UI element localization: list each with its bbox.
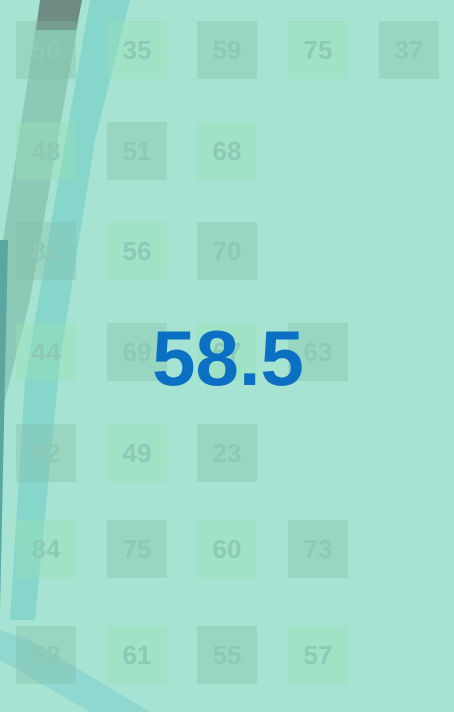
tile-number: 57	[304, 640, 333, 670]
result-value: 58.5	[152, 314, 304, 402]
tile-number: 59	[213, 35, 242, 65]
tile-number: 75	[304, 35, 333, 65]
tile-number: 73	[304, 534, 333, 564]
tile-number: 58	[32, 640, 61, 670]
tile-number: 48	[32, 136, 61, 166]
tile-number: 81	[32, 236, 61, 266]
tile-number: 55	[213, 640, 242, 670]
tile-number: 63	[304, 337, 333, 367]
tile-number: 61	[123, 640, 152, 670]
tile-number: 60	[213, 534, 242, 564]
tile-number: 69	[123, 337, 152, 367]
tile-number: 51	[123, 136, 152, 166]
tile-number: 70	[213, 236, 242, 266]
tile-number: 44	[32, 337, 61, 367]
tile-number: 84	[32, 534, 61, 564]
game-board: 5035597537485168815670446967636249238475…	[0, 0, 454, 712]
tile-number: 56	[123, 236, 152, 266]
tile-number: 50	[32, 35, 61, 65]
tile-number: 23	[213, 438, 242, 468]
tile-number: 49	[123, 438, 152, 468]
page: {"board": {"rows": [ [50, 35, 59, 75, 37…	[0, 0, 454, 712]
tile-number: 68	[213, 136, 242, 166]
tile-number: 75	[123, 534, 152, 564]
tile-number: 35	[123, 35, 152, 65]
tile-number: 37	[395, 35, 424, 65]
tile-number: 62	[32, 438, 61, 468]
